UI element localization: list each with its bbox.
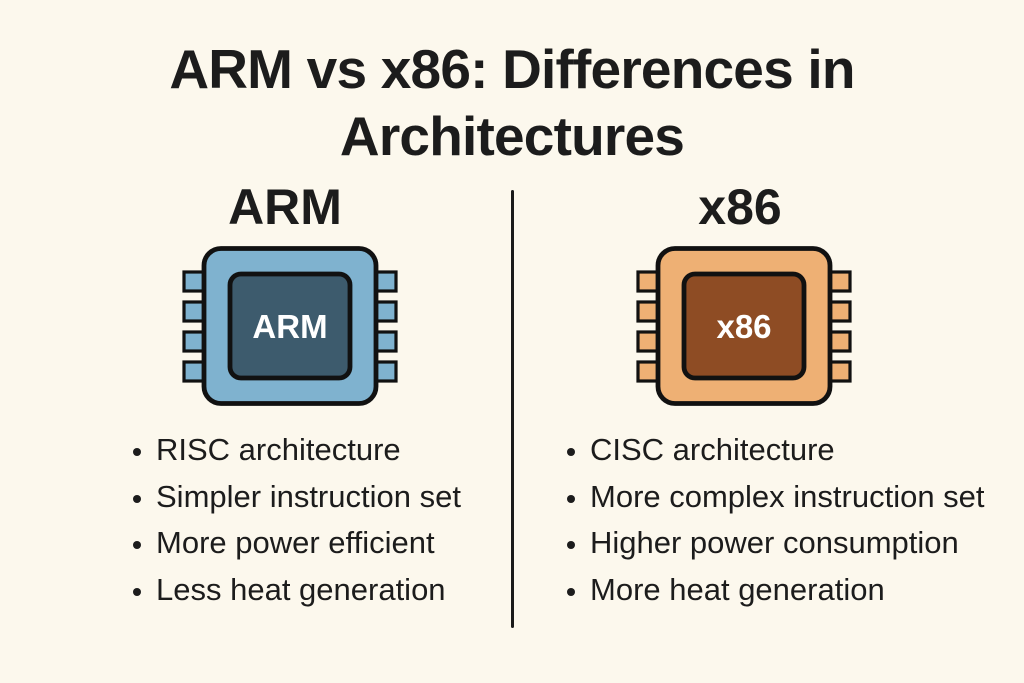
svg-text:x86: x86 [716,308,771,345]
svg-text:ARM: ARM [252,308,327,345]
